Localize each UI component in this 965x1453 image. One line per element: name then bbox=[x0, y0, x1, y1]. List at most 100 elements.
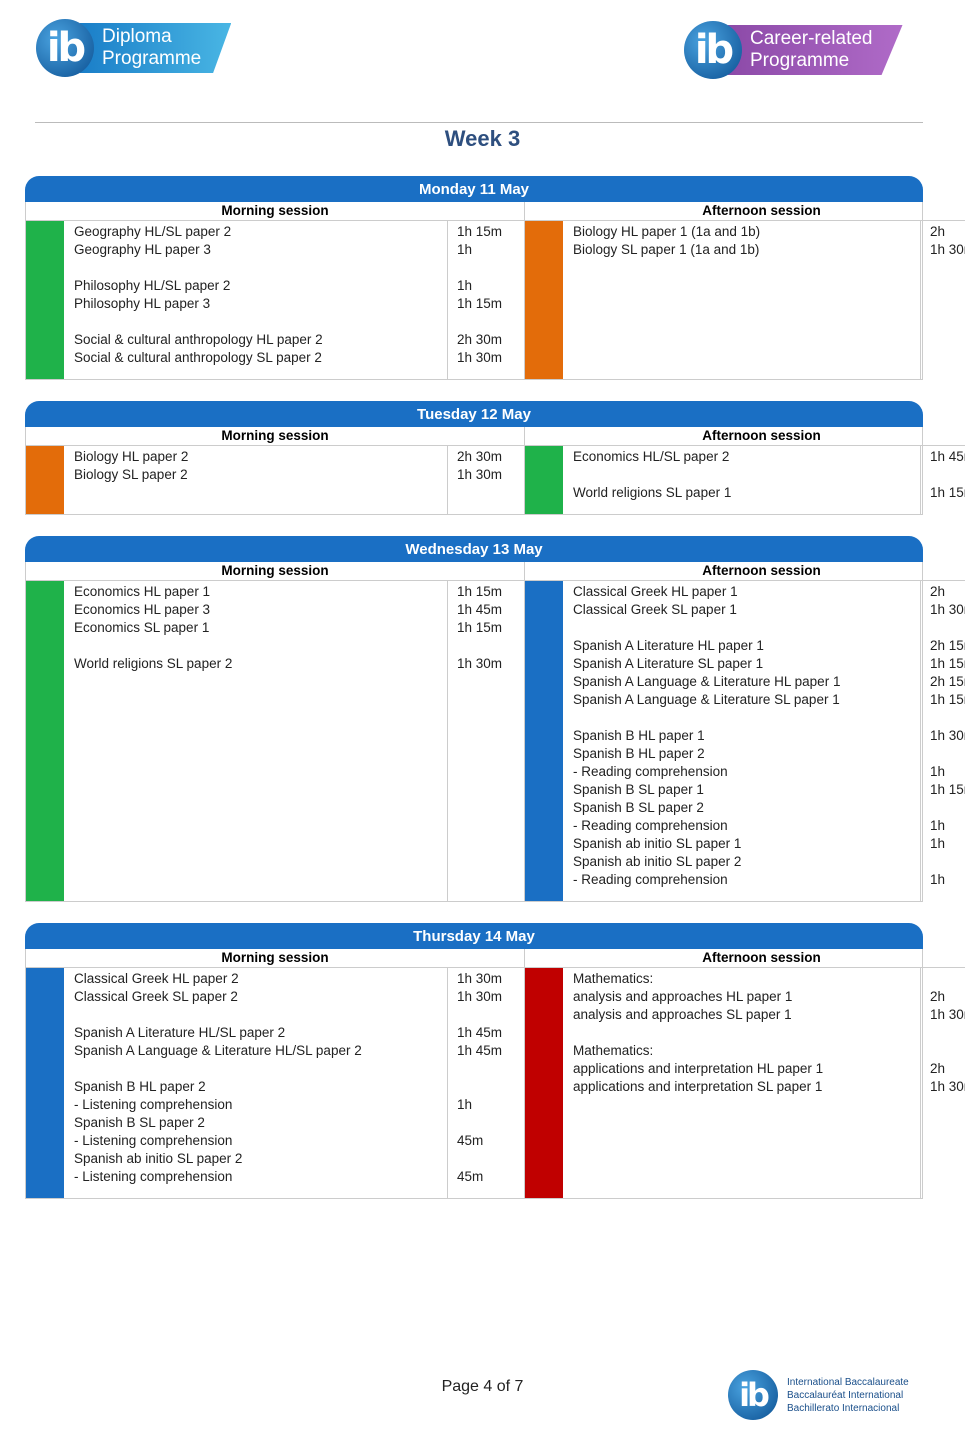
exam-name: Spanish B SL paper 1 bbox=[573, 782, 704, 797]
logo-banner: Diploma Programme bbox=[80, 23, 232, 73]
session: Morning session Biology HL paper 2 Biology… bbox=[26, 427, 524, 514]
exam-duration: 1h 15m bbox=[930, 782, 965, 797]
spacer bbox=[573, 1024, 920, 1042]
exam-name: - Listening comprehension bbox=[74, 1097, 233, 1112]
exam-duration: 1h 45m bbox=[457, 1043, 503, 1058]
spacer bbox=[930, 466, 965, 484]
exam-duration: 45m bbox=[457, 1133, 484, 1148]
session-rows: Economics HL paper 1 Economics HL paper 3… bbox=[26, 581, 524, 901]
exam-name: Classical Greek HL paper 2 bbox=[74, 971, 239, 986]
exam-duration: 1h 15m bbox=[457, 584, 503, 599]
day-heading: Tuesday 12 May bbox=[25, 401, 923, 427]
exam-name: Economics HL paper 1 bbox=[74, 584, 211, 599]
exam-name: Economics HL paper 3 bbox=[74, 602, 211, 617]
exam-name: Philosophy HL/SL paper 2 bbox=[74, 278, 231, 293]
duration-column: 1h 15m 1h 45m 1h 15m 1h 30m bbox=[448, 581, 524, 901]
day-heading: Monday 11 May bbox=[25, 176, 923, 202]
day-heading: Thursday 14 May bbox=[25, 923, 923, 949]
duration-column: 2h 1h 30m 2h 1h 30m bbox=[921, 968, 965, 1198]
duration-column: 2h 1h 30m bbox=[921, 221, 965, 379]
exam-duration: 1h 30m bbox=[457, 350, 503, 365]
exam-duration: 1h bbox=[457, 242, 473, 257]
session-color-bar bbox=[26, 221, 64, 379]
session-rows: Biology HL paper 2 Biology SL paper 2 2h 3… bbox=[26, 446, 524, 514]
session-color-bar bbox=[525, 221, 563, 379]
session-heading: Morning session bbox=[26, 562, 524, 581]
subject-column: Classical Greek HL paper 2 Classical Gree… bbox=[64, 968, 448, 1198]
session-color-bar bbox=[525, 581, 563, 901]
session-color-bar bbox=[525, 446, 563, 514]
exam-duration: 1h 30m bbox=[457, 467, 503, 482]
exam-duration: 1h 45m bbox=[457, 602, 503, 617]
exam-duration: 1h 15m bbox=[930, 485, 965, 500]
session: Morning session Classical Greek HL paper … bbox=[26, 949, 524, 1198]
exam-name: Spanish A Literature HL/SL paper 2 bbox=[74, 1025, 286, 1040]
exam-duration: 1h 45m bbox=[457, 1025, 503, 1040]
spacer bbox=[930, 970, 965, 988]
exam-duration: 1h 30m bbox=[930, 242, 965, 257]
diploma-logo: ib Diploma Programme bbox=[36, 18, 232, 78]
exam-name: Mathematics: bbox=[573, 971, 654, 986]
exam-duration: 1h 30m bbox=[457, 989, 503, 1004]
divider bbox=[35, 122, 923, 123]
exam-duration: 2h 15m bbox=[930, 638, 965, 653]
session-heading: Morning session bbox=[26, 427, 524, 446]
duration-column: 1h 30m 1h 30m 1h 45m 1h 45m 1h 45m 45m bbox=[448, 968, 524, 1198]
exam-name: - Listening comprehension bbox=[74, 1169, 233, 1184]
spacer bbox=[930, 1024, 965, 1042]
exam-name: Classical Greek HL paper 1 bbox=[573, 584, 738, 599]
spacer bbox=[74, 259, 447, 277]
spacer bbox=[74, 313, 447, 331]
exam-name: Spanish A Language & Literature HL/SL pa… bbox=[74, 1043, 362, 1058]
spacer bbox=[930, 799, 965, 817]
spacer bbox=[457, 1114, 524, 1132]
spacer bbox=[573, 709, 920, 727]
org-names: International Baccalaureate Baccalauréat… bbox=[787, 1376, 909, 1415]
exam-name: Biology SL paper 2 bbox=[74, 467, 188, 482]
subject-column: Classical Greek HL paper 1 Classical Gree… bbox=[563, 581, 921, 901]
session-color-bar bbox=[525, 968, 563, 1198]
session: Morning session Geography HL/SL paper 2 Ge… bbox=[26, 202, 524, 379]
exam-duration: 2h 30m bbox=[457, 332, 503, 347]
session-rows: Biology HL paper 1 (1a and 1b) Biology SL… bbox=[525, 221, 965, 379]
spacer bbox=[457, 1006, 524, 1024]
spacer bbox=[930, 709, 965, 727]
exam-duration: 1h 30m bbox=[930, 602, 965, 617]
spacer bbox=[457, 637, 524, 655]
exam-duration: 1h bbox=[930, 836, 946, 851]
exam-duration: 1h 45m bbox=[930, 449, 965, 464]
exam-duration: 1h bbox=[457, 278, 473, 293]
session-color-bar bbox=[26, 968, 64, 1198]
logo-mark: ib bbox=[36, 19, 94, 77]
exam-duration: 1h 15m bbox=[457, 296, 503, 311]
exam-name: Biology SL paper 1 (1a and 1b) bbox=[573, 242, 760, 257]
session-heading: Afternoon session bbox=[525, 202, 965, 221]
day-body: Morning session Classical Greek HL paper … bbox=[25, 949, 965, 1199]
session: Afternoon session Classical Greek HL pape… bbox=[524, 562, 965, 901]
exam-name: Geography HL paper 3 bbox=[74, 242, 211, 257]
exam-duration: 1h bbox=[930, 764, 946, 779]
duration-column: 2h 30m 1h 30m bbox=[448, 446, 524, 514]
day-block: Tuesday 12 May Morning session Biology HL … bbox=[25, 401, 965, 515]
exam-name: Geography HL/SL paper 2 bbox=[74, 224, 232, 239]
subject-column: Economics HL paper 1 Economics HL paper 3… bbox=[64, 581, 448, 901]
exam-name: Spanish A Literature SL paper 1 bbox=[573, 656, 764, 671]
logo-text: Career-related bbox=[750, 28, 873, 49]
org-name: Bachillerato Internacional bbox=[787, 1402, 900, 1414]
exam-name: Spanish B HL paper 2 bbox=[74, 1079, 206, 1094]
session-heading: Afternoon session bbox=[525, 427, 965, 446]
exam-duration: 1h bbox=[930, 872, 946, 887]
day-body: Morning session Economics HL paper 1 Econo… bbox=[25, 562, 965, 902]
exam-duration: 1h 30m bbox=[930, 1007, 965, 1022]
session-rows: Classical Greek HL paper 1 Classical Gree… bbox=[525, 581, 965, 901]
exam-name: Spanish ab initio SL paper 2 bbox=[573, 854, 742, 869]
session: Afternoon session Biology HL paper 1 (1a … bbox=[524, 202, 965, 379]
spacer bbox=[930, 1042, 965, 1060]
exam-name: Biology HL paper 2 bbox=[74, 449, 189, 464]
exam-duration: 2h 30m bbox=[457, 449, 503, 464]
exam-name: Classical Greek SL paper 1 bbox=[573, 602, 737, 617]
logo-text: Programme bbox=[750, 50, 850, 71]
duration-column: 2h 1h 30m 2h 15m 1h 15m 2h 15m 1h 15m 1h 30m 1h… bbox=[921, 581, 965, 901]
subject-column: Economics HL/SL paper 2 World religions S… bbox=[563, 446, 921, 514]
